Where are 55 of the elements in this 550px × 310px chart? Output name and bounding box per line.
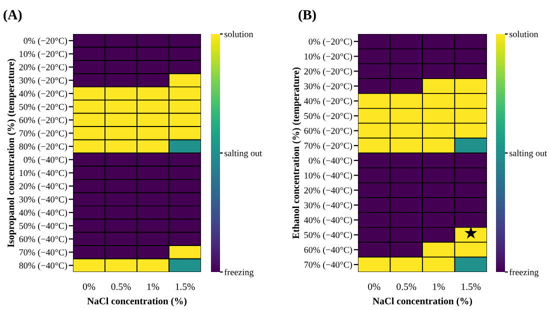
y-tick-label: 50% (−20°C) bbox=[304, 112, 352, 121]
y-tick-label: 10% (−20°C) bbox=[20, 50, 68, 59]
color-bar-label: salting out bbox=[224, 150, 262, 158]
x-tick-label: 0% bbox=[368, 283, 380, 290]
chart-title: (B) bbox=[298, 10, 316, 22]
y-tick-label: 30% (−20°C) bbox=[19, 77, 68, 86]
x-axis-title: NaCl concentration (%) bbox=[372, 297, 472, 306]
color-bar-label: freezing bbox=[509, 268, 539, 278]
y-tick-label: 70% (−40°C) bbox=[19, 249, 68, 258]
y-tick-label: 20% (−20°C) bbox=[304, 68, 352, 76]
y-tick-label: 30% (−40°C) bbox=[19, 196, 68, 204]
y-tick-label: 20% (−40°C) bbox=[304, 187, 352, 196]
annotation: ★ bbox=[464, 226, 478, 239]
y-tick-label: 60% (−40°C) bbox=[304, 246, 352, 255]
x-tick-label: 0.5% bbox=[396, 283, 416, 290]
y-tick-label: 70% (−20°C) bbox=[304, 142, 352, 151]
y-tick-label: 0% (−40°C) bbox=[24, 156, 68, 165]
y-tick-label: 60% (−20°C) bbox=[19, 116, 68, 125]
x-tick-label: 1.5% bbox=[462, 283, 481, 290]
y-tick-label: 10% (−20°C) bbox=[304, 53, 352, 62]
y-tick-label: 20% (−40°C) bbox=[19, 182, 68, 192]
x-tick-label: 0.5% bbox=[111, 283, 131, 290]
chart-title: (A) bbox=[4, 10, 22, 22]
y-tick-label: 0% (−20°C) bbox=[308, 38, 352, 46]
y-tick-label: 30% (−40°C) bbox=[304, 202, 352, 210]
y-tick-label: 40% (−20°C) bbox=[304, 98, 352, 106]
y-tick-label: 10% (−40°C) bbox=[20, 170, 68, 178]
y-tick-label: 0% (−20°C) bbox=[24, 37, 68, 46]
y-tick-label: 50% (−20°C) bbox=[19, 104, 68, 112]
y-tick-label: 30% (−20°C) bbox=[304, 82, 352, 92]
y-tick-label: 40% (−40°C) bbox=[19, 209, 68, 218]
color-bar-label: solution bbox=[510, 30, 538, 38]
y-tick-label: 70% (−20°C) bbox=[19, 130, 68, 138]
y-tick-label: 40% (−20°C) bbox=[19, 90, 68, 99]
y-tick-label: 50% (−40°C) bbox=[304, 232, 352, 240]
y-tick-label: 60% (−40°C) bbox=[19, 236, 68, 244]
y-tick-label: 40% (−40°C) bbox=[304, 216, 352, 225]
y-tick-label: 80% (−40°C) bbox=[19, 262, 68, 270]
color-bar-label: freezing bbox=[224, 268, 254, 278]
x-tick-label: 1.5% bbox=[176, 283, 195, 290]
y-tick-label: 50% (−40°C) bbox=[19, 222, 68, 231]
y-tick-label: 80% (−20°C) bbox=[19, 143, 68, 152]
y-tick-label: 70% (−40°C) bbox=[304, 261, 352, 270]
x-tick-label: 0% bbox=[82, 283, 96, 290]
color-bar-label: salting out bbox=[510, 150, 547, 158]
y-tick-label: 10% (−40°C) bbox=[304, 172, 352, 180]
x-tick-label: 1% bbox=[433, 283, 445, 290]
y-axis-title: Isopropanol concentration (%) (temperature) bbox=[7, 58, 16, 248]
x-tick-label: 1% bbox=[147, 283, 160, 290]
y-tick-label: 0% (−40°C) bbox=[308, 157, 352, 166]
y-tick-label: 60% (−20°C) bbox=[304, 128, 352, 136]
y-axis-title: Ethanol concentration (%) (temperature) bbox=[292, 68, 302, 239]
color-bar-label: solution bbox=[224, 30, 254, 38]
x-axis-title: NaCl concentration (%) bbox=[87, 297, 187, 306]
y-tick-label: 20% (−20°C) bbox=[19, 64, 68, 72]
